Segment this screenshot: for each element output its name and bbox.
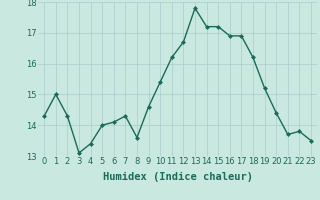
X-axis label: Humidex (Indice chaleur): Humidex (Indice chaleur) <box>103 172 252 182</box>
